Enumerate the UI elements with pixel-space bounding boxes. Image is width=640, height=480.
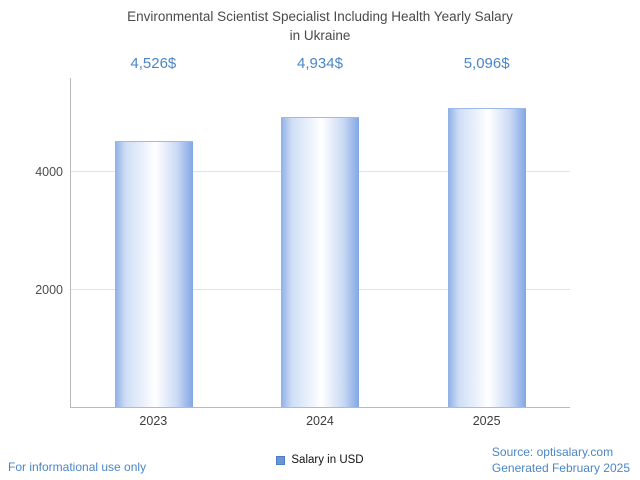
- legend-swatch-icon: [276, 455, 286, 465]
- bar-slot-2023: [71, 78, 237, 407]
- bar-2024: [281, 117, 360, 407]
- bars-row: [71, 78, 570, 407]
- bar-slot-2024: [237, 78, 403, 407]
- bar-2023: [115, 141, 194, 407]
- xtick-label-2024: 2024: [306, 414, 334, 428]
- legend: Salary in USD: [0, 454, 640, 466]
- bar-slot-2025: [404, 78, 570, 407]
- bar-value-labels: 4,526$ 4,934$ 5,096$: [70, 55, 570, 72]
- plot-area: 2000 4000: [35, 78, 570, 408]
- informational-note: For informational use only: [8, 460, 147, 474]
- chart-title: Environmental Scientist Specialist Inclu…: [0, 8, 640, 46]
- source-link[interactable]: Source: optisalary.com: [491, 444, 614, 459]
- ytick-label-2000: 2000: [35, 282, 63, 297]
- chart-title-line1: Environmental Scientist Specialist Inclu…: [127, 9, 513, 24]
- bar-value-label-2024: 4,934$: [297, 55, 343, 72]
- xtick-label-2025: 2025: [472, 414, 501, 428]
- x-axis-labels: 2023 2024 2025: [70, 414, 570, 428]
- ytick-label-4000: 4000: [35, 165, 63, 179]
- bar-2025: [447, 107, 526, 407]
- bar-value-label-2025: 5,096$: [463, 55, 510, 72]
- legend-label: Salary in USD: [291, 454, 364, 466]
- source-block: Source: optisalary.com Generated Februar…: [492, 444, 630, 476]
- bar-value-label-2023: 4,526$: [130, 55, 177, 72]
- xtick-label-2023: 2023: [139, 414, 168, 428]
- chart-title-line2: in Ukraine: [289, 27, 351, 43]
- generated-date: Generated February 2025: [491, 460, 630, 475]
